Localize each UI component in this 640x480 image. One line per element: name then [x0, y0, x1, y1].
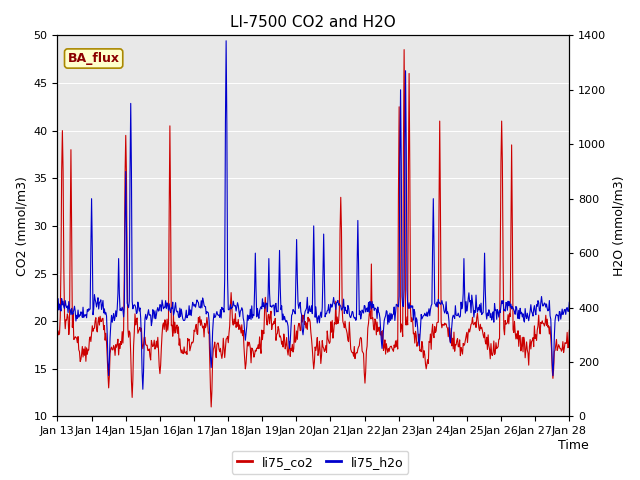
- Title: LI-7500 CO2 and H2O: LI-7500 CO2 and H2O: [230, 15, 396, 30]
- Y-axis label: CO2 (mmol/m3): CO2 (mmol/m3): [15, 176, 28, 276]
- Text: BA_flux: BA_flux: [68, 52, 120, 65]
- Y-axis label: H2O (mmol/m3): H2O (mmol/m3): [612, 176, 625, 276]
- Legend: li75_co2, li75_h2o: li75_co2, li75_h2o: [232, 451, 408, 474]
- Text: Time: Time: [558, 439, 589, 452]
